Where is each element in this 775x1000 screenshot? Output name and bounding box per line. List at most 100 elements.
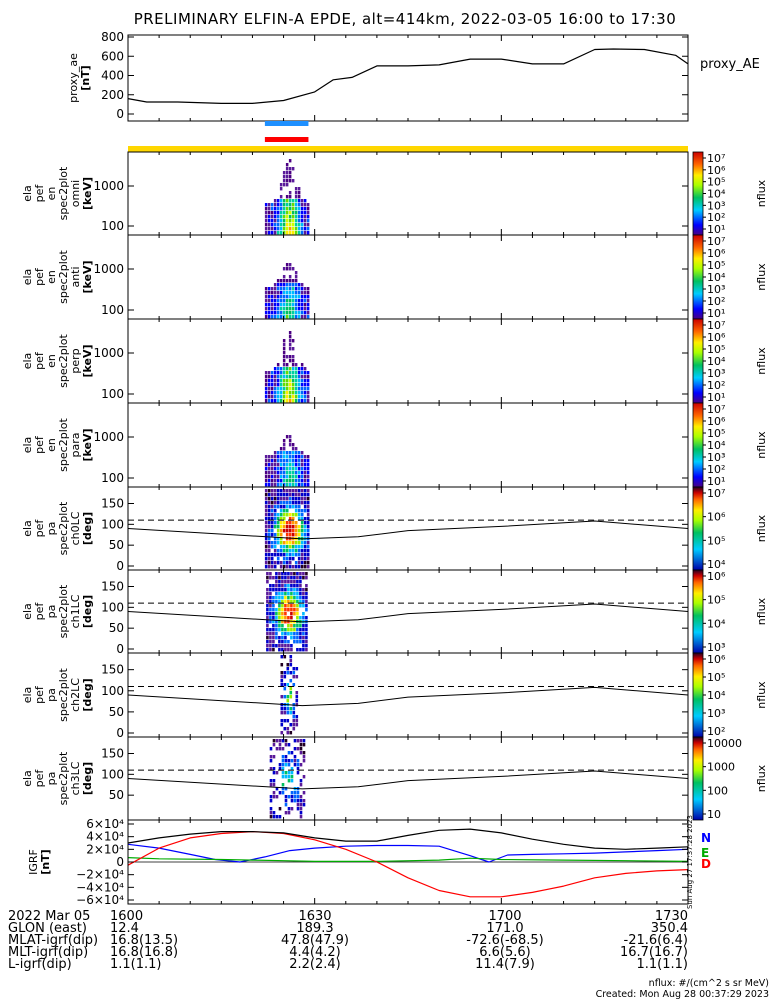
energy-1-spectrogram-cell [276, 315, 280, 319]
energy-3-spectrogram-cell [294, 471, 298, 475]
energy-2-spectrogram-cell [303, 387, 307, 391]
pa-3-colorbar-tick-label: 1000 [707, 761, 735, 774]
pa-0-pa-cell [267, 561, 271, 565]
pa-0-pa-cell [264, 565, 268, 569]
pa-0-pa-cell [303, 505, 307, 509]
energy-2-spectrogram-cell [270, 375, 274, 379]
pa-0-pa-cell [264, 549, 268, 553]
energy-spectrogram-frame-0 [127, 151, 689, 236]
pa-3-pa-cell [281, 783, 285, 787]
energy-2-spectrogram-cell [270, 399, 274, 403]
energy-1-spectrogram-cell [285, 291, 289, 295]
energy-2-spectrogram-cell [282, 363, 286, 367]
energy-2-spectrogram-cell [267, 383, 271, 387]
energy-3-spectrogram-cell [291, 459, 295, 463]
footer-row-label: L-igrf(dip) [8, 957, 72, 972]
pa-2-pa-cell [286, 711, 290, 715]
pa-0-pa-cell [303, 533, 307, 537]
pa-0-pa-cell [300, 541, 304, 545]
pa-0-pa-cell [291, 497, 295, 501]
pa-0-pa-cell [303, 553, 307, 557]
pa-3-pa-cell [272, 743, 276, 747]
pa-2-ylabel-line: spec2plot [57, 668, 70, 722]
pa-1-pa-cell [296, 608, 299, 612]
energy-3-spectrogram-cell [282, 451, 286, 455]
energy-2-spectrogram-cell [291, 379, 295, 383]
energy-2-spectrogram-cell [276, 367, 280, 371]
energy-3-spectrogram-cell [264, 459, 268, 463]
energy-0-colorbar-tick-label: 10⁶ [707, 164, 726, 177]
energy-2-spectrogram-cell [288, 339, 292, 343]
pa-1-pa-cell [266, 576, 269, 580]
pa-1-pa-cell [284, 600, 287, 604]
energy-1-spectrogram-cell [273, 311, 277, 315]
energy-0-spectrogram-cell [306, 223, 310, 227]
energy-1-spectrogram-cell [300, 303, 304, 307]
pa-0-pa-cell [291, 501, 295, 505]
energy-1-spectrogram-cell [279, 303, 283, 307]
pa-1-pa-cell [299, 588, 302, 592]
footer-cell: 4.4(4.2) [289, 945, 341, 960]
energy-0-spectrogram-cell [276, 231, 280, 235]
energy-3-colorbar-tick-label: 10⁵ [707, 427, 725, 440]
pa-0-pa-cell [276, 537, 280, 541]
energy-2-spectrogram-cell [300, 395, 304, 399]
pa-1-pa-cell [272, 620, 275, 624]
pa-0-pa-cell [291, 553, 295, 557]
pitch-angle-frame-0 [127, 486, 689, 571]
pa-1-pa-cell [269, 596, 272, 600]
pa-1-pa-cell [290, 628, 293, 632]
energy-3-spectrogram-cell [267, 475, 271, 479]
energy-0-spectrogram-cell [273, 231, 277, 235]
energy-1-spectrogram-cell [300, 283, 304, 287]
pa-0-pa-cell [270, 501, 274, 505]
energy-3-ylabel-line: en [45, 438, 58, 452]
energy-1-spectrogram-cell [270, 311, 274, 315]
pa-1-pa-cell [275, 616, 278, 620]
pa-0-pa-cell [291, 505, 295, 509]
energy-0-spectrogram-cell [294, 231, 298, 235]
energy-0-spectrogram-cell [270, 223, 274, 227]
pa-0-pa-cell [276, 513, 280, 517]
energy-3-colorbar-label: nflux [755, 431, 768, 459]
pa-1-pa-cell [281, 572, 284, 576]
pa-0-pa-cell [270, 493, 274, 497]
energy-0-spectrogram-cell [276, 203, 280, 207]
energy-2-spectrogram-cell [273, 367, 277, 371]
energy-0-spectrogram-cell [306, 215, 310, 219]
energy-1-spectrogram-cell [276, 299, 280, 303]
energy-0-colorbar-tick-label: 10⁷ [707, 152, 725, 165]
pa-1-pa-cell [272, 640, 275, 644]
pa-1-pa-cell [281, 644, 284, 648]
pa-0-pa-cell [288, 505, 292, 509]
energy-2-spectrogram-cell [282, 359, 286, 363]
energy-2-spectrogram-cell [276, 391, 280, 395]
pa-3-pa-cell [284, 755, 288, 759]
energy-1-spectrogram-cell [282, 307, 286, 311]
energy-3-colorbar-tick-label: 10² [707, 463, 725, 476]
pa-3-pa-cell [302, 803, 306, 807]
energy-0-spectrogram-cell [282, 227, 286, 231]
pa-1-ytick-label: 100 [101, 600, 124, 614]
energy-2-spectrogram-cell [285, 399, 289, 403]
energy-0-spectrogram-cell [273, 215, 277, 219]
pa-1-pa-cell [281, 576, 284, 580]
pa-1-pa-cell [281, 628, 284, 632]
energy-2-spectrogram-cell [288, 375, 292, 379]
pa-3-pa-cell [293, 799, 297, 803]
energy-0-spectrogram-cell [291, 227, 295, 231]
pa-1-pa-cell [284, 616, 287, 620]
pa-0-pa-cell [294, 513, 298, 517]
energy-2-spectrogram-cell [291, 371, 295, 375]
footer-cell: 1630 [298, 909, 331, 924]
pa-1-pa-cell [284, 584, 287, 588]
pa-0-pa-cell [276, 525, 280, 529]
pa-3-ylabel-line: ch3LC [69, 761, 82, 795]
pa-1-pa-cell [299, 576, 302, 580]
pa-3-pa-cell [287, 811, 291, 815]
pa-1-pa-cell [266, 620, 269, 624]
pa-1-pa-cell [287, 600, 290, 604]
energy-1-spectrogram-cell [264, 307, 268, 311]
